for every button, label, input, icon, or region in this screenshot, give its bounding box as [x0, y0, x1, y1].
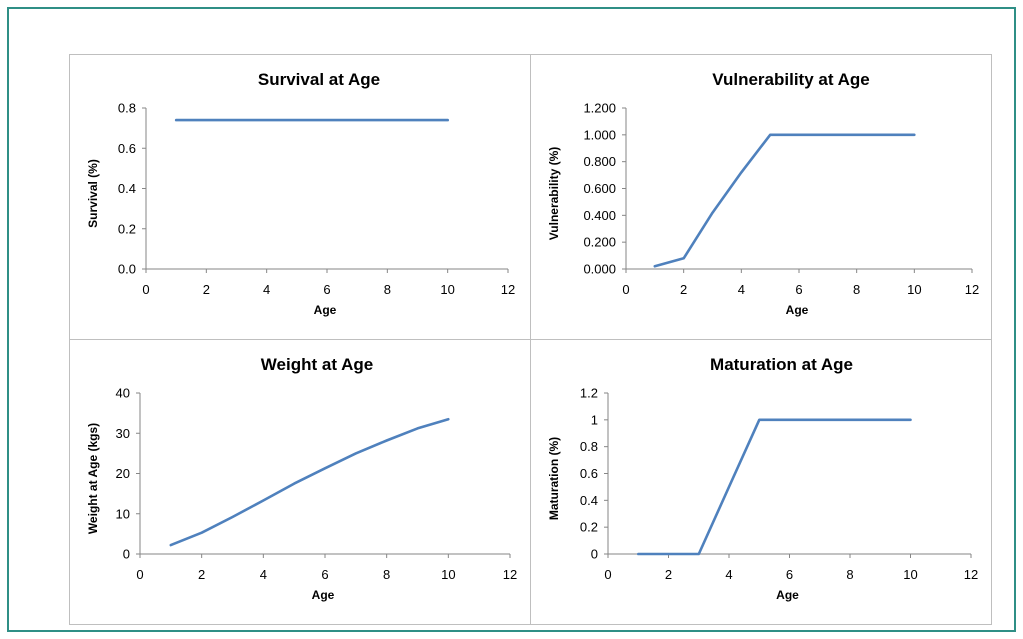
survival-x-tick-label: 4	[263, 282, 270, 297]
maturation-chart-title: Maturation at Age	[710, 355, 853, 374]
survival-x-tick-label: 0	[142, 282, 149, 297]
maturation-y-axis-label: Maturation (%)	[547, 437, 561, 520]
weight-x-tick-label: 8	[383, 567, 390, 582]
maturation-x-tick-label: 4	[725, 567, 732, 582]
chart-panel-vulnerability: Vulnerability at Age 0.000 0.200 0.400 0.600…	[530, 54, 992, 340]
figure-frame: Survival at Age 0.0 0.2 0.4 0.6 0.8 0 2 4 6 8 10 12 A…	[7, 7, 1016, 632]
maturation-series-line	[637, 418, 912, 556]
vulnerability-y-axis-label: Vulnerability (%)	[547, 147, 561, 241]
vulnerability-y-tick-label: 1.000	[583, 127, 616, 142]
weight-y-tick-label: 40	[116, 386, 130, 401]
maturation-x-axis-label: Age	[776, 588, 799, 602]
maturation-x-tick-label: 0	[604, 567, 611, 582]
chart-panel-survival: Survival at Age 0.0 0.2 0.4 0.6 0.8 0 2 4 6 8 10 12 A…	[69, 54, 531, 340]
weight-y-tick-label: 30	[116, 426, 130, 441]
vulnerability-x-tick-label: 12	[965, 282, 979, 297]
vulnerability-x-tick-label: 0	[622, 282, 629, 297]
weight-x-tick-label: 4	[260, 567, 267, 582]
maturation-y-tick-label: 1.2	[580, 386, 598, 401]
weight-x-tick-label: 10	[441, 567, 455, 582]
weight-chart-title: Weight at Age	[261, 355, 373, 374]
maturation-y-tick-label: 0.6	[580, 466, 598, 481]
maturation-chart: Maturation at Age 0 0.2 0.4 0.6 0.8 1 1.2 0 2 4 6 8 1…	[547, 355, 978, 602]
vulnerability-x-axis-label: Age	[786, 303, 809, 317]
vulnerability-x-tick-label: 4	[738, 282, 745, 297]
survival-chart-title: Survival at Age	[258, 70, 380, 89]
survival-y-axis-label: Survival (%)	[86, 159, 100, 228]
maturation-y-tick-label: 0.4	[580, 493, 598, 508]
survival-y-tick-label: 0.6	[118, 141, 136, 156]
vulnerability-x-tick-label: 6	[795, 282, 802, 297]
weight-x-tick-label: 2	[198, 567, 205, 582]
maturation-x-tick-label: 10	[903, 567, 917, 582]
survival-x-tick-label: 10	[440, 282, 454, 297]
survival-y-tick-label: 0.4	[118, 181, 136, 196]
weight-x-tick-label: 6	[321, 567, 328, 582]
survival-x-tick-label: 2	[203, 282, 210, 297]
maturation-x-tick-label: 2	[665, 567, 672, 582]
chart-panel-weight: Weight at Age 0 10 20 30 40 0 2 4 6 8 10 12 Age Weight…	[69, 339, 531, 625]
maturation-y-tick-label: 0.8	[580, 439, 598, 454]
vulnerability-y-tick-label: 0.400	[583, 208, 616, 223]
weight-chart: Weight at Age 0 10 20 30 40 0 2 4 6 8 10 12 Age Weight…	[86, 355, 517, 602]
maturation-x-tick-label: 12	[964, 567, 978, 582]
maturation-y-tick-label: 1	[591, 412, 598, 427]
survival-chart: Survival at Age 0.0 0.2 0.4 0.6 0.8 0 2 4 6 8 10 12 A…	[86, 70, 515, 317]
maturation-x-tick-label: 6	[786, 567, 793, 582]
survival-y-tick-label: 0.8	[118, 101, 136, 116]
vulnerability-series-line	[653, 133, 916, 268]
weight-y-tick-label: 20	[116, 466, 130, 481]
survival-x-axis-label: Age	[314, 303, 337, 317]
maturation-y-tick-label: 0	[591, 547, 598, 562]
weight-x-tick-label: 0	[136, 567, 143, 582]
weight-series-line	[169, 417, 450, 547]
maturation-x-tick-label: 8	[846, 567, 853, 582]
weight-y-tick-label: 0	[123, 547, 130, 562]
weight-y-tick-label: 10	[116, 506, 130, 521]
maturation-y-tick-label: 0.2	[580, 520, 598, 535]
weight-x-tick-label: 12	[503, 567, 517, 582]
chart-panel-maturation: Maturation at Age 0 0.2 0.4 0.6 0.8 1 1.2 0 2 4 6 8 1…	[530, 339, 992, 625]
survival-x-tick-label: 12	[501, 282, 515, 297]
vulnerability-chart-title: Vulnerability at Age	[712, 70, 869, 89]
vulnerability-y-tick-label: 0.200	[583, 235, 616, 250]
survival-x-tick-label: 8	[384, 282, 391, 297]
vulnerability-y-tick-label: 1.200	[583, 101, 616, 116]
survival-x-tick-label: 6	[323, 282, 330, 297]
weight-y-axis-label: Weight at Age (kgs)	[86, 423, 100, 534]
vulnerability-x-tick-label: 8	[853, 282, 860, 297]
weight-x-axis-label: Age	[312, 588, 335, 602]
vulnerability-x-tick-label: 2	[680, 282, 687, 297]
survival-y-tick-label: 0.2	[118, 221, 136, 236]
vulnerability-x-tick-label: 10	[907, 282, 921, 297]
vulnerability-y-tick-label: 0.000	[583, 262, 616, 277]
vulnerability-y-tick-label: 0.800	[583, 154, 616, 169]
survival-y-tick-label: 0.0	[118, 262, 136, 277]
vulnerability-y-tick-label: 0.600	[583, 181, 616, 196]
vulnerability-chart: Vulnerability at Age 0.000 0.200 0.400 0.600…	[547, 70, 979, 317]
